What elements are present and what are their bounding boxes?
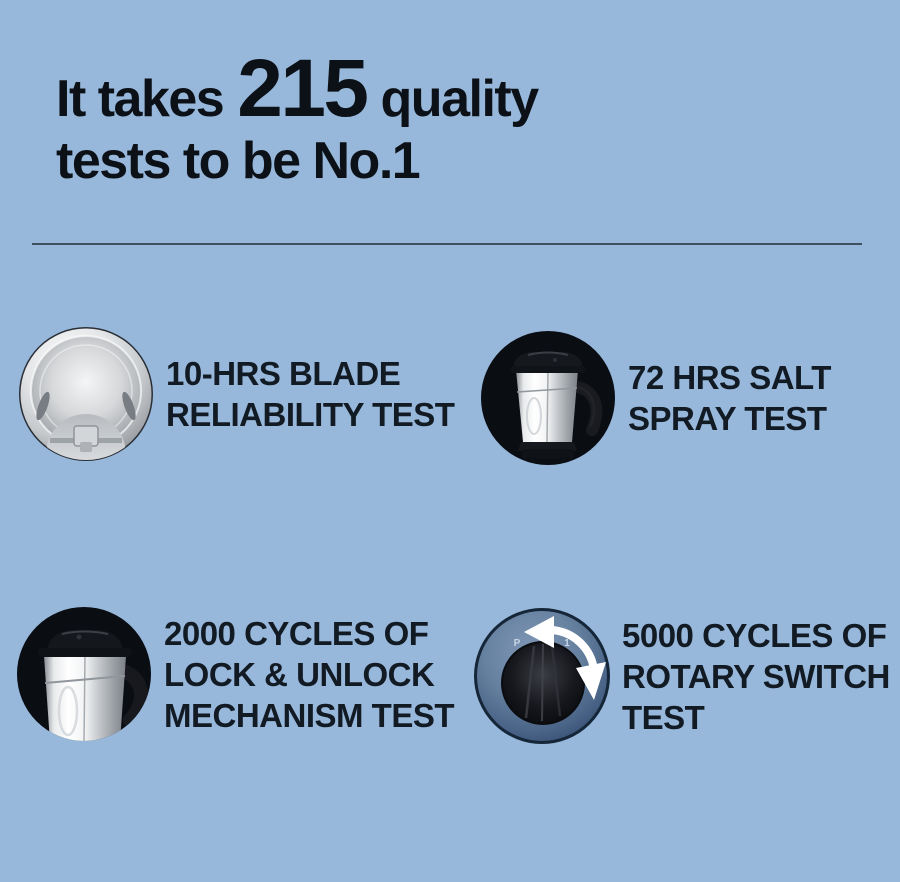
steel-jar-icon [480, 330, 616, 466]
feature-salt-spray: 72 HRS SALT SPRAY TEST [480, 330, 831, 466]
steel-jar-closeup-icon [17, 607, 151, 741]
headline-prefix: It takes [56, 70, 225, 128]
feature-text-line: RELIABILITY TEST [166, 396, 455, 433]
headline-number: 215 [237, 43, 369, 134]
headline-suffix: quality [380, 70, 540, 128]
blade-jar-top-view-icon [18, 326, 154, 462]
steel-jar-closeup-icon [16, 606, 152, 742]
feature-text-line: LOCK & UNLOCK [164, 655, 435, 693]
steel-jar-icon [481, 331, 615, 465]
knob-label-p: P [514, 638, 521, 649]
divider [32, 243, 862, 245]
rotary-knob-icon: P 1 2 [474, 608, 610, 744]
headline-line2: tests to be No.1 [56, 132, 421, 190]
feature-text-line: ROTARY SWITCH [622, 657, 890, 695]
feature-text: 72 HRS SALT SPRAY TEST [628, 357, 831, 439]
feature-rotary-switch: P 1 2 5000 CYCLES OF ROTARY SWITCH TEST [474, 608, 890, 744]
feature-text-line: TEST [622, 698, 705, 736]
feature-text: 5000 CYCLES OF ROTARY SWITCH TEST [622, 615, 890, 738]
headline-line1: It takes 215 quality [56, 48, 552, 130]
feature-blade-reliability: 10-HRS BLADE RELIABILITY TEST [18, 326, 455, 462]
feature-text-line: MECHANISM TEST [164, 696, 455, 734]
page-title: It takes 215 quality tests to be No.1 [56, 48, 552, 191]
feature-text-line: 10-HRS BLADE [166, 355, 401, 392]
feature-text-line: 5000 CYCLES OF [622, 616, 887, 654]
feature-text: 10-HRS BLADE RELIABILITY TEST [166, 353, 455, 435]
feature-text: 2000 CYCLES OF LOCK & UNLOCK MECHANISM T… [164, 613, 455, 736]
blade-jar-top-view-icon [19, 327, 153, 461]
feature-text-line: 2000 CYCLES OF [164, 614, 429, 652]
knob-label-1: 1 [564, 638, 570, 649]
clockwise-arrow-icon [524, 616, 606, 700]
rotary-knob-icon: P 1 2 [474, 608, 610, 744]
feature-lock-unlock: 2000 CYCLES OF LOCK & UNLOCK MECHANISM T… [16, 606, 455, 742]
feature-text-line: 72 HRS SALT [628, 359, 831, 396]
feature-text-line: SPRAY TEST [628, 400, 827, 437]
